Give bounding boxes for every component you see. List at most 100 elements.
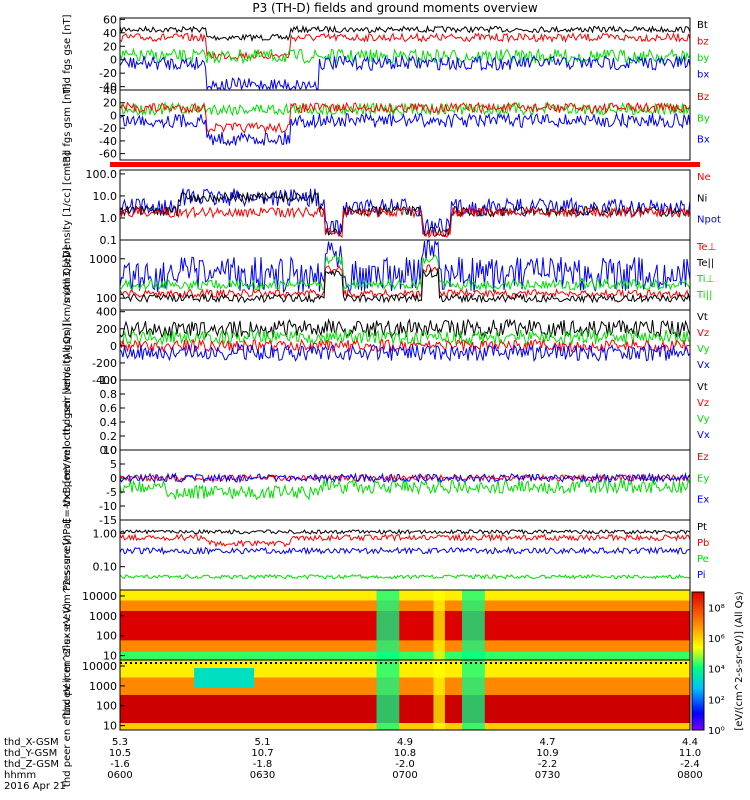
- x-axis-value: 10.9: [536, 748, 558, 759]
- y-tick-label: 200: [96, 323, 117, 336]
- y-tick-label: -40: [99, 135, 117, 148]
- y-axis-label: thd fgs gse [nT]: [62, 14, 73, 93]
- colorbar-label: [eV/(cm^2-s-sr-eV)] (All Qs): [734, 591, 745, 730]
- y-tick-label: 0: [110, 340, 117, 353]
- y-axis-label: mom3 [eV]: [62, 247, 73, 303]
- x-axis-row-label: thd_Y-GSM: [4, 748, 57, 759]
- date-label: 2016 Apr 21: [4, 781, 66, 792]
- y-tick-label: -400: [92, 374, 117, 387]
- y-tick-label: -20: [99, 122, 117, 135]
- y-tick-label: 0.8: [100, 388, 118, 401]
- legend-Ex: Ex: [697, 495, 709, 506]
- spectrogram-feature: [462, 660, 485, 730]
- series-bz: [119, 32, 691, 61]
- y-tick-label: 100: [96, 630, 117, 643]
- spectrogram-band: [120, 660, 690, 678]
- y-tick-label: -15: [99, 514, 117, 527]
- x-axis-value: 5.3: [112, 737, 128, 748]
- legend-Vy: Vy: [697, 344, 710, 355]
- series-Ey: [119, 477, 691, 501]
- panel-peer_vel: 1.00.80.60.40.20.0 thd peer velocity gsm …: [62, 323, 710, 507]
- y-tick-label: 0: [110, 109, 117, 122]
- y-tick-label: 100: [96, 700, 117, 713]
- x-axis-row-label: thd_Z-GSM: [4, 759, 59, 770]
- series-Ne: [119, 205, 691, 239]
- series-Vz: [119, 338, 691, 354]
- series-Pb: [119, 532, 691, 548]
- legend-bz: bz: [697, 37, 709, 48]
- series-Bz: [119, 101, 691, 134]
- x-axis-value: 4.9: [397, 737, 413, 748]
- spectrogram-band: [120, 695, 690, 723]
- legend-Ti⊥: Ti⊥: [696, 274, 714, 285]
- x-axis-value: 0630: [250, 770, 275, 781]
- y-tick-label: 10: [103, 444, 117, 457]
- y-tick-label: -200: [92, 357, 117, 370]
- legend-Vx: Vx: [697, 360, 710, 371]
- spectrogram-feature: [462, 590, 485, 660]
- x-axis-value: 4.4: [682, 737, 698, 748]
- y-tick-label: -40: [99, 81, 117, 94]
- y-tick-label: 1.0: [100, 212, 118, 225]
- y-tick-label: 20: [103, 97, 117, 110]
- spectrogram-feature: [433, 590, 445, 660]
- panel-peir_eflux: 10000 1000 100 10 thd peir en eflux eV (cm^2…: [62, 535, 691, 716]
- series-Ex: [119, 472, 691, 484]
- spectrogram-band: [120, 590, 690, 601]
- legend-Pb: Pb: [697, 538, 709, 549]
- x-axis-value: 0700: [392, 770, 417, 781]
- series-Vt: [119, 318, 691, 340]
- colorbar-gradient: [691, 591, 705, 731]
- y-tick-label: 0: [110, 472, 117, 485]
- legend-bx: bx: [697, 70, 709, 81]
- legend-Npot: Npot: [697, 215, 721, 226]
- y-tick-label: 0.1: [100, 234, 118, 247]
- y-axis-label: thd fgs gsm [nT]: [62, 84, 73, 167]
- x-axis-row-label: hhmm: [4, 770, 36, 781]
- x-axis-value: 5.1: [255, 737, 271, 748]
- y-tick-label: 10.0: [93, 190, 118, 203]
- x-axis-value: 0800: [677, 770, 702, 781]
- y-axis-label: thd peer en eflux eV (cm^2-s- sr-eV): [62, 603, 73, 787]
- colorbar-tick-label: 10⁴: [708, 665, 725, 676]
- y-tick-label: 5: [110, 458, 117, 471]
- legend-Ez: Ez: [697, 452, 709, 463]
- series-Pi: [119, 546, 691, 556]
- spectrogram-band: [120, 611, 690, 641]
- y-tick-label: 10: [103, 650, 117, 663]
- x-axis-value: 11.0: [679, 748, 701, 759]
- separator-bar: [110, 162, 700, 167]
- panel-pressure: 1.00 0.10 Pressure [nPa] Pt Pb Pe Pi: [62, 519, 709, 591]
- legend-Ni: Ni: [697, 193, 707, 204]
- y-tick-label: 1.0: [100, 374, 118, 387]
- spectrogram-band: [120, 640, 690, 652]
- y-tick-label: 0.0: [100, 444, 118, 457]
- y-tick-label: -60: [99, 148, 117, 161]
- y-tick-label: 40: [103, 27, 117, 40]
- series-Te-perp: [119, 264, 691, 300]
- panel-frame: [119, 519, 691, 591]
- legend-Vt: Vt: [697, 312, 708, 323]
- series-Bx: [119, 111, 691, 147]
- y-axis-label: thd peir velocity gsm [km/s (All Qs)]: [62, 255, 73, 436]
- legend-Vx: Vx: [697, 430, 710, 441]
- spectrogram-feature: [376, 590, 400, 660]
- y-axis-label: thd peir en eflux eV (cm^2-s- sr-eV): [62, 535, 73, 716]
- y-tick-label: 100: [96, 292, 117, 305]
- colorbar-tick-label: 10⁰: [708, 726, 725, 737]
- series-Ez: [119, 473, 691, 483]
- x-axis-row-label: thd_X-GSM: [4, 737, 59, 748]
- y-tick-label: 10: [103, 720, 117, 733]
- colorbar-tick-label: 10⁸: [708, 603, 725, 614]
- series-Te-par: [119, 267, 691, 304]
- legend-Ti||: Ti||: [696, 290, 712, 301]
- x-axis-value: 4.7: [540, 737, 556, 748]
- colorbar-tick-label: 10²: [708, 695, 725, 706]
- y-tick-label: 10000: [82, 590, 117, 603]
- spectrogram-band: [120, 651, 690, 660]
- legend-Pe: Pe: [697, 554, 709, 565]
- y-tick-label: 400: [96, 306, 117, 319]
- series-Ti-par: [119, 254, 691, 292]
- y-tick-label: 0.6: [100, 402, 118, 415]
